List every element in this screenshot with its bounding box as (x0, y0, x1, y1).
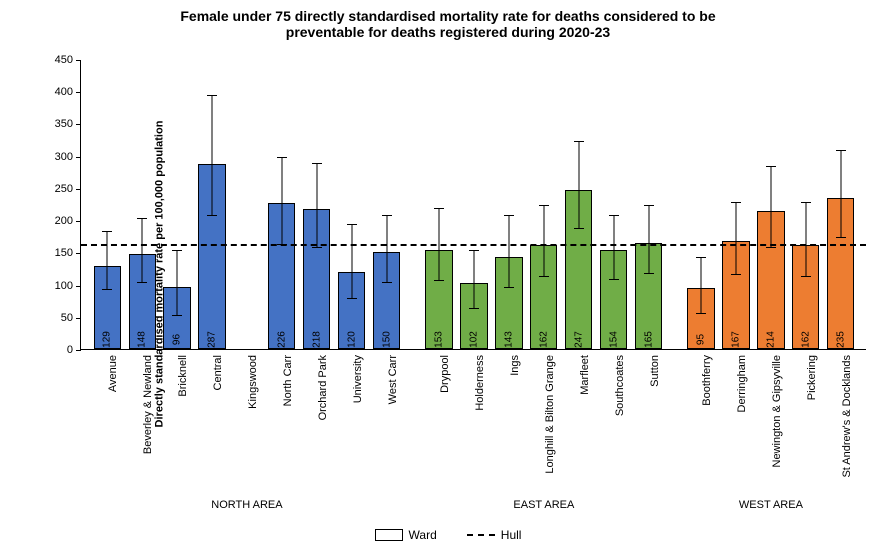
x-tick-label: Central (212, 337, 224, 372)
reference-line (81, 244, 866, 246)
x-tick-label: Ings (509, 345, 521, 366)
legend-label: Ward (409, 528, 437, 542)
y-tick-label: 350 (55, 118, 73, 130)
x-tick-label: St Andrew's & Docklands (841, 294, 853, 417)
y-tick-label: 300 (55, 151, 73, 163)
legend-dash-icon (467, 534, 495, 536)
x-tick-label: Boothferry (701, 330, 713, 381)
x-tick-label: Newington & Gipsyville (771, 299, 783, 412)
x-tick-label: North Carr (282, 329, 294, 380)
y-tick-label: 450 (55, 54, 73, 66)
x-tick-label: Orchard Park (317, 322, 329, 387)
x-tick-label: West Carr (387, 330, 399, 379)
group-label: WEST AREA (739, 499, 803, 511)
legend-item: Ward (375, 528, 437, 542)
y-tick-label: 200 (55, 215, 73, 227)
x-tick-label: Beverley & Newland (142, 305, 154, 404)
x-tick-label: Sutton (649, 339, 661, 371)
legend-label: Hull (501, 528, 522, 542)
x-tick-label: University (352, 331, 364, 379)
legend: Ward Hull (0, 528, 896, 542)
y-tick-label: 50 (61, 312, 73, 324)
group-label: EAST AREA (513, 499, 574, 511)
x-tick-label: Derringham (736, 326, 748, 383)
y-tick-label: 100 (55, 280, 73, 292)
y-tick-label: 400 (55, 86, 73, 98)
x-tick-label: Avenue (107, 336, 119, 373)
y-tick-label: 150 (55, 247, 73, 259)
x-tick-label: Pickering (806, 332, 818, 377)
x-tick-label: Bricknell (177, 334, 189, 376)
x-tick-label: Holderness (474, 327, 486, 383)
x-tick-label: Drypool (439, 336, 451, 374)
x-tick-label: Kingswood (247, 328, 259, 382)
group-label: NORTH AREA (211, 499, 282, 511)
chart-container: Female under 75 directly standardised mo… (0, 0, 896, 548)
y-tick-label: 0 (67, 344, 73, 356)
x-tick-label: Longhill & Bilton Grange (544, 296, 556, 415)
y-tick-label: 250 (55, 183, 73, 195)
legend-box-icon (375, 529, 403, 541)
chart-title: Female under 75 directly standardised mo… (0, 8, 896, 40)
legend-item: Hull (467, 528, 522, 542)
plot-area: 050100150200250300350400450129Avenue148B… (80, 60, 866, 350)
x-tick-label: Marfleet (579, 335, 591, 375)
x-tick-label: Southcoates (614, 324, 626, 385)
